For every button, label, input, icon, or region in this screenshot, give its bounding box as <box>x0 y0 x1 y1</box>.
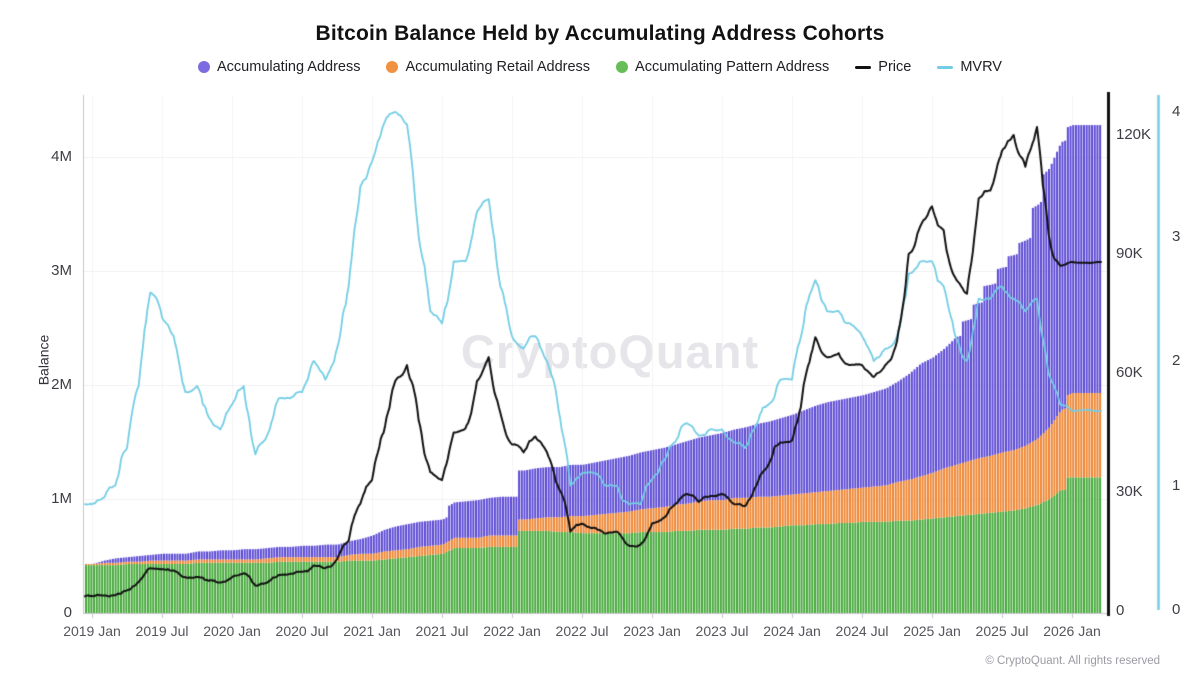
chart-root: Bitcoin Balance Held by Accumulating Add… <box>0 0 1200 675</box>
chart-canvas[interactable] <box>0 0 1200 675</box>
